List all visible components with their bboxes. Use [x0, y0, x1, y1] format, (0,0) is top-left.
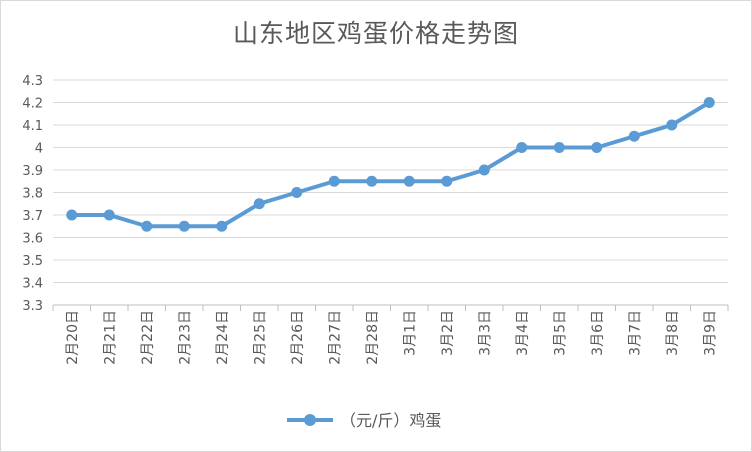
x-tick-label: 3月1日 — [402, 310, 418, 356]
x-tick-label: 2月20日 — [65, 310, 81, 365]
data-point — [628, 130, 640, 142]
y-tick-label: 3.5 — [22, 254, 43, 269]
x-tick-label: 2月25日 — [252, 310, 268, 365]
data-point — [516, 142, 528, 153]
x-tick-label: 3月4日 — [515, 310, 531, 356]
x-tick-label: 3月3日 — [477, 310, 493, 356]
data-point — [103, 209, 115, 221]
y-tick-label: 3.6 — [22, 232, 43, 247]
x-tick-label: 2月28日 — [365, 310, 381, 365]
series-line — [71, 100, 711, 229]
data-point — [703, 97, 715, 108]
data-point — [141, 220, 153, 232]
x-tick-label: 3月6日 — [590, 310, 606, 356]
x-axis-ticks: 2月20日 2月21日 2月22日 2月23日 2月24日 2月25日 2月26日 2月27日… — [65, 310, 719, 365]
data-point — [178, 220, 190, 232]
data-point — [553, 142, 565, 153]
legend: （元/斤）鸡蛋 — [287, 411, 441, 430]
y-tick-label: 3.4 — [22, 277, 43, 292]
chart-title: 山东地区鸡蛋价格走势图 — [232, 19, 519, 48]
y-tick-label: 3.9 — [22, 164, 43, 179]
data-point — [403, 175, 415, 187]
x-tick-label: 3月2日 — [440, 310, 456, 356]
x-tick-label: 3月9日 — [702, 310, 718, 356]
data-point — [216, 220, 228, 232]
y-axis-ticks: 3.3 3.4 3.5 3.6 3.7 3.8 3.9 4 4.1 4.2 4.3 — [22, 74, 43, 314]
data-point — [66, 209, 78, 221]
x-tick-label: 2月27日 — [327, 310, 343, 365]
data-point — [478, 164, 490, 176]
x-tick-label: 2月26日 — [290, 310, 306, 365]
y-tick-label: 4.3 — [22, 74, 43, 89]
data-point — [591, 142, 603, 153]
data-point — [291, 187, 303, 198]
data-point — [666, 119, 678, 131]
y-tick-label: 3.7 — [22, 209, 43, 224]
x-tick-label: 3月5日 — [552, 310, 568, 356]
gridlines — [53, 79, 728, 306]
y-tick-label: 4.1 — [22, 119, 43, 134]
x-tick-label: 3月7日 — [627, 310, 643, 356]
x-tick-label: 2月22日 — [140, 310, 156, 365]
data-point — [366, 175, 378, 187]
legend-label: （元/斤）鸡蛋 — [340, 411, 441, 430]
x-tick-label: 2月21日 — [102, 310, 118, 365]
y-tick-label: 3.8 — [22, 187, 43, 202]
x-tick-label: 2月24日 — [215, 310, 231, 365]
data-point — [328, 175, 340, 187]
y-tick-label: 4 — [35, 142, 43, 157]
x-axis — [52, 304, 729, 311]
series-eggs — [66, 97, 715, 232]
legend-marker — [304, 414, 316, 426]
data-point — [441, 175, 453, 187]
x-tick-label: 2月23日 — [177, 310, 193, 365]
y-tick-label: 4.2 — [22, 97, 43, 112]
x-tick-label: 3月8日 — [665, 310, 681, 356]
y-tick-label: 3.3 — [22, 299, 43, 314]
data-point — [253, 198, 265, 210]
